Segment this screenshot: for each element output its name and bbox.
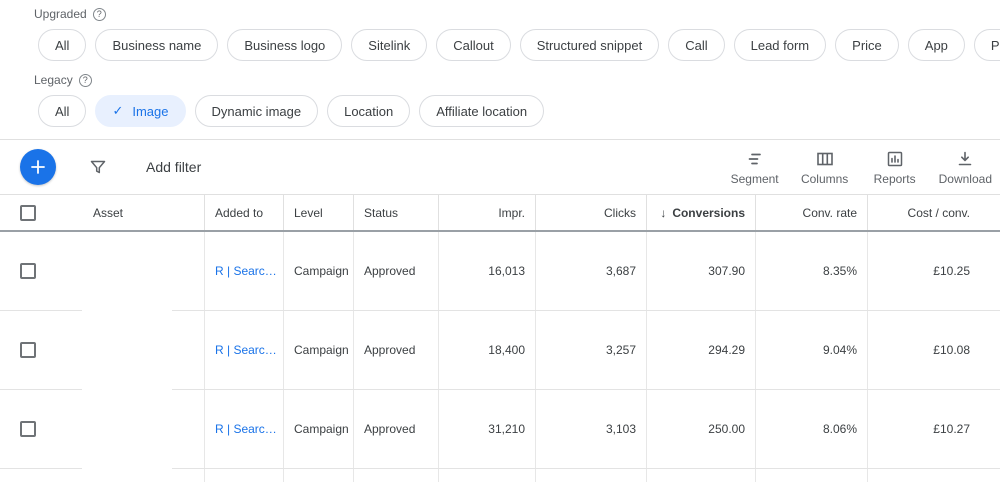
row-checkbox-cell xyxy=(0,263,80,279)
status-cell: Approved xyxy=(353,311,438,389)
table-toolbar: Add filter Segment Columns Reports xyxy=(0,139,1000,194)
chip-callout[interactable]: Callout xyxy=(436,29,511,61)
check-icon: ✓ xyxy=(112,103,124,118)
cost-conv-cell: £10.25 xyxy=(867,232,1000,310)
plus-icon xyxy=(29,158,47,176)
row-checkbox[interactable] xyxy=(20,421,36,437)
header-added-to[interactable]: Added to xyxy=(204,195,283,230)
chip-business-logo[interactable]: Business logo xyxy=(227,29,343,61)
add-asset-button[interactable] xyxy=(20,149,56,185)
clicks-cell: 3,687 xyxy=(535,232,646,310)
impr-cell: 31,210 xyxy=(438,390,535,468)
chip-image-selected[interactable]: ✓ Image xyxy=(95,95,186,127)
legacy-label-row: Legacy ? xyxy=(34,73,1000,87)
download-label: Download xyxy=(938,171,992,186)
segment-icon xyxy=(745,149,765,169)
chip-image-label: Image xyxy=(132,103,169,119)
help-icon[interactable]: ? xyxy=(78,73,92,87)
upgraded-chip-row: All Business name Business logo Sitelink… xyxy=(38,29,1000,61)
download-icon xyxy=(955,149,975,169)
download-button[interactable]: Download xyxy=(939,149,992,186)
conv-rate-cell: 9.04% xyxy=(755,311,867,389)
legacy-label: Legacy xyxy=(34,73,73,87)
conv-rate-cell: 8.35% xyxy=(755,232,867,310)
upgraded-label-row: Upgraded ? xyxy=(34,7,1000,21)
reports-button[interactable]: Reports xyxy=(869,149,921,186)
row-checkbox[interactable] xyxy=(20,263,36,279)
row-checkbox-cell xyxy=(0,342,80,358)
reports-label: Reports xyxy=(873,171,916,186)
status-cell: Approved xyxy=(353,232,438,310)
cost-conv-cell: £10.08 xyxy=(867,311,1000,389)
filter-funnel-icon[interactable] xyxy=(88,157,108,177)
help-icon[interactable]: ? xyxy=(92,7,106,21)
header-impr[interactable]: Impr. xyxy=(438,195,535,230)
upgraded-label: Upgraded xyxy=(34,7,87,21)
reports-icon xyxy=(885,149,905,169)
columns-button[interactable]: Columns xyxy=(799,149,851,186)
chip-app[interactable]: App xyxy=(907,29,965,61)
upgraded-filter-group: Upgraded ? All Business name Business lo… xyxy=(0,7,1000,61)
asset-image-placeholder xyxy=(82,385,172,391)
header-asset[interactable]: Asset xyxy=(93,205,124,220)
table-row: R | Searc… Campaign Approved 18,400 3,25… xyxy=(0,311,1000,391)
header-cost-conv[interactable]: Cost / conv. xyxy=(867,195,1000,230)
clicks-cell: 3,103 xyxy=(535,390,646,468)
sort-descending-icon: ↓ xyxy=(660,205,667,220)
legacy-chip-row: All ✓ Image Dynamic image Location Affil… xyxy=(38,95,1000,127)
table-row-partial xyxy=(0,469,1000,482)
conv-rate-cell: 8.06% xyxy=(755,390,867,468)
cost-conv-cell: £10.27 xyxy=(867,390,1000,468)
added-to-link[interactable]: R | Searc… xyxy=(204,232,283,310)
conversions-cell: 250.00 xyxy=(646,390,755,468)
row-checkbox-cell xyxy=(0,421,80,437)
added-to-link[interactable]: R | Searc… xyxy=(204,390,283,468)
select-all-checkbox[interactable] xyxy=(20,204,36,221)
status-cell: Approved xyxy=(353,390,438,468)
chip-structured-snippet[interactable]: Structured snippet xyxy=(519,29,660,61)
chip-location[interactable]: Location xyxy=(327,95,411,127)
columns-label: Columns xyxy=(800,171,849,186)
add-filter-button[interactable]: Add filter xyxy=(146,159,202,175)
header-conv-rate[interactable]: Conv. rate xyxy=(755,195,867,230)
asset-image-placeholder xyxy=(82,464,172,470)
header-conversions[interactable]: ↓ Conversions xyxy=(646,195,755,230)
conversions-cell: 294.29 xyxy=(646,311,755,389)
chip-all-legacy[interactable]: All xyxy=(38,95,87,127)
chip-business-name[interactable]: Business name xyxy=(95,29,219,61)
impr-cell: 16,013 xyxy=(438,232,535,310)
header-status[interactable]: Status xyxy=(353,195,438,230)
level-cell: Campaign xyxy=(283,232,353,310)
added-to-link[interactable]: R | Searc… xyxy=(204,311,283,389)
chip-dynamic-image[interactable]: Dynamic image xyxy=(194,95,319,127)
table-header: Asset Added to Level Status Impr. Clicks… xyxy=(0,194,1000,232)
asset-image-placeholder xyxy=(82,306,172,312)
conversions-cell: 307.90 xyxy=(646,232,755,310)
clicks-cell: 3,257 xyxy=(535,311,646,389)
chip-affiliate-location[interactable]: Affiliate location xyxy=(419,95,545,127)
table-row: R | Searc… Campaign Approved 16,013 3,68… xyxy=(0,232,1000,312)
impr-cell: 18,400 xyxy=(438,311,535,389)
level-cell: Campaign xyxy=(283,390,353,468)
segment-button[interactable]: Segment xyxy=(729,149,781,186)
toolbar-actions: Segment Columns Reports Download xyxy=(729,149,992,186)
header-checkbox-cell xyxy=(0,204,80,221)
header-clicks[interactable]: Clicks xyxy=(535,195,646,230)
chip-sitelink[interactable]: Sitelink xyxy=(351,29,428,61)
table-row: R | Searc… Campaign Approved 31,210 3,10… xyxy=(0,390,1000,470)
segment-label: Segment xyxy=(730,171,779,186)
chip-lead-form[interactable]: Lead form xyxy=(733,29,827,61)
legacy-filter-group: Legacy ? All ✓ Image Dynamic image Locat… xyxy=(0,73,1000,127)
chip-call[interactable]: Call xyxy=(668,29,725,61)
columns-icon xyxy=(815,149,835,169)
chip-price[interactable]: Price xyxy=(835,29,899,61)
level-cell: Campaign xyxy=(283,311,353,389)
chip-all-upgraded[interactable]: All xyxy=(38,29,87,61)
chip-promotion[interactable]: Promotion xyxy=(973,29,1000,61)
header-level[interactable]: Level xyxy=(283,195,353,230)
row-checkbox[interactable] xyxy=(20,342,36,358)
